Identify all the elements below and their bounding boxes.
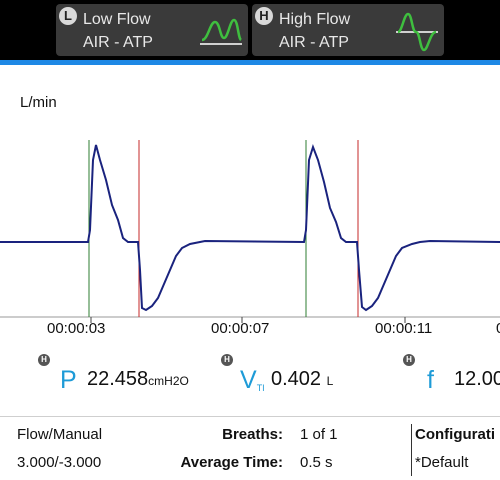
pressure-readout[interactable]: H P 22.458cmH2O [38,350,208,400]
pressure-symbol: P [60,366,77,394]
volume-value-group: 0.402 L [271,368,333,391]
frequency-value: 12.00 [454,368,500,390]
info-divider [0,416,500,417]
high-flow-subtitle: AIR - ATP [279,34,349,51]
volume-readout[interactable]: H VTI 0.402 L [221,350,371,400]
flow-waveform [0,143,500,312]
low-flow-subtitle: AIR - ATP [83,34,153,51]
frequency-symbol: f [427,366,434,394]
low-flow-wave-icon [200,18,243,45]
accent-strip [0,60,500,65]
high-flow-button[interactable]: H High Flow AIR - ATP [252,4,444,56]
configuration-panel[interactable]: Configurati *Default [415,426,500,476]
pressure-value-group: 22.458cmH2O [87,368,189,391]
flow-chart[interactable]: 00:00:03 00:00:07 00:00:11 0 [0,120,500,350]
volume-symbol: V [240,366,257,394]
frequency-readout[interactable]: H f 12.00 [403,350,500,400]
average-time-value: 0.5 s [300,454,333,471]
pressure-unit: cmH2O [148,374,189,388]
volume-value: 0.402 [271,368,322,390]
frequency-badge: H [403,354,415,366]
low-flow-badge: L [59,7,77,25]
info-separator [411,424,412,476]
breaths-label: Breaths: [222,426,283,443]
breaths-value: 1 of 1 [300,426,338,443]
volume-symbol-sub: TI [256,383,265,393]
pressure-badge: H [38,354,50,366]
x-tick-label-4-partial: 0 [496,320,500,337]
high-flow-title: High Flow [279,11,351,28]
average-time-label: Average Time: [180,454,283,471]
volume-badge: H [221,354,233,366]
mode-label: Flow/Manual [17,426,103,443]
low-flow-title: Low Flow [83,11,151,28]
x-tick-label-3: 00:00:11 [375,320,432,337]
x-tick-label-1: 00:00:03 [47,320,105,337]
volume-unit: L [326,374,334,388]
x-tick-label-2: 00:00:07 [211,320,269,337]
range-label: 3.000/-3.000 [17,454,102,471]
configuration-label: Configurati [415,426,495,443]
volume-symbol-group: VTI [240,366,265,395]
low-flow-button[interactable]: L Low Flow AIR - ATP [56,4,248,56]
chart-y-label: L/min [20,94,57,111]
top-bar: L Low Flow AIR - ATP H High Flow AIR - A… [0,0,500,60]
configuration-value: *Default [415,454,469,471]
high-flow-wave-icon [396,12,438,52]
pressure-value: 22.458 [87,368,149,390]
high-flow-badge: H [255,7,273,25]
